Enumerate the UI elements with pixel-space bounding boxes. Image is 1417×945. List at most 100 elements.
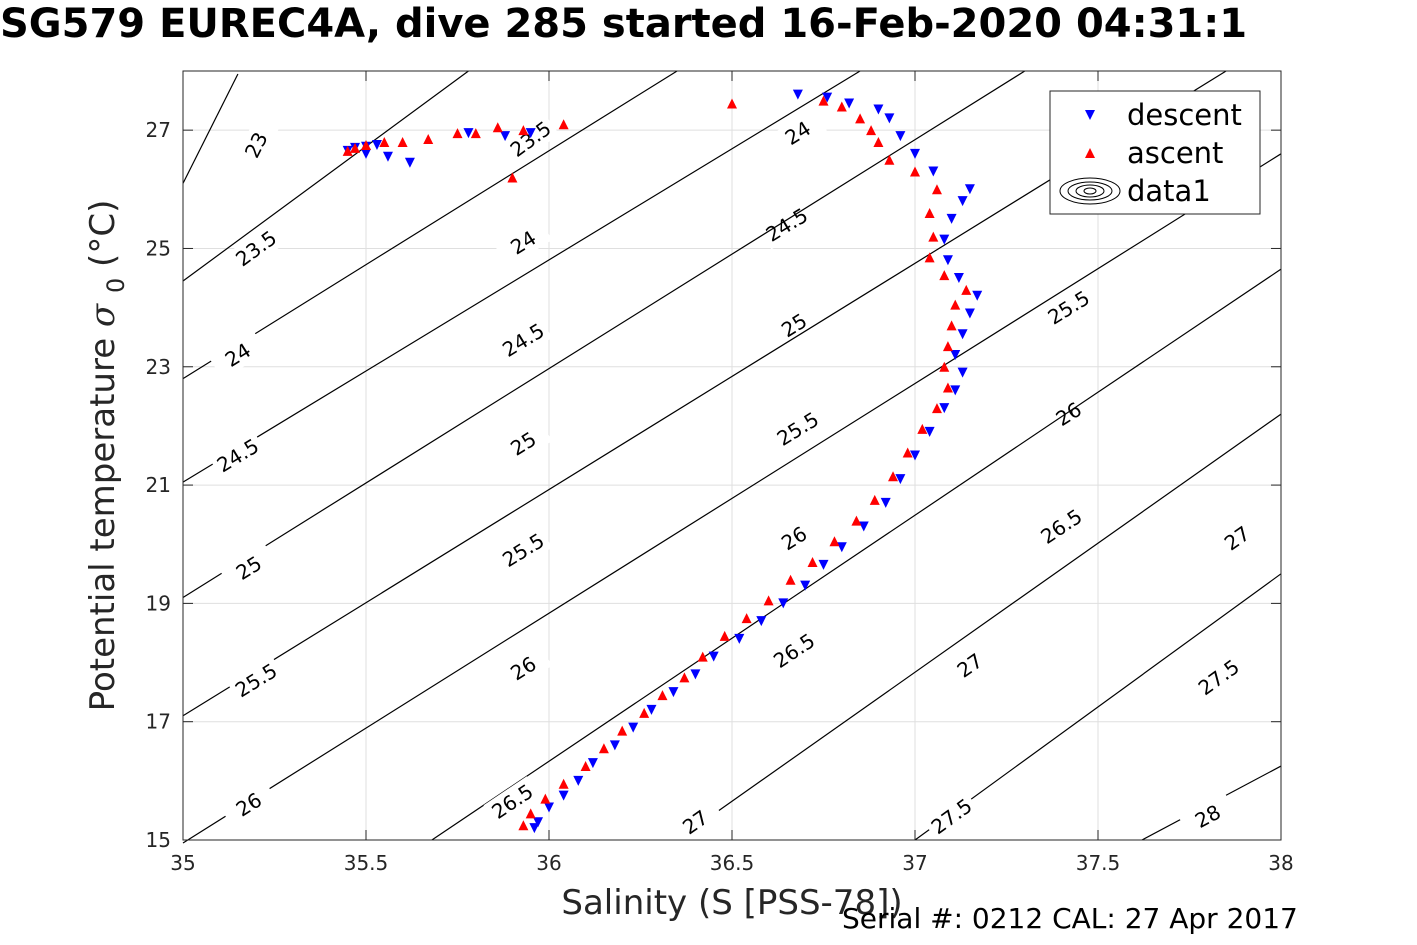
ascent-point	[910, 166, 920, 177]
ascent-point	[924, 252, 935, 263]
ascent-point	[855, 113, 866, 124]
contour-label-bg	[765, 625, 824, 677]
ascent-point	[657, 690, 668, 701]
ascent-point	[807, 556, 818, 567]
contour-icon-ring	[1083, 187, 1097, 195]
ascent-point	[727, 98, 737, 109]
ascent-point	[931, 184, 942, 195]
ascent-point	[518, 820, 529, 831]
contour-label-bg	[208, 330, 267, 380]
descent-point	[928, 166, 939, 177]
descent-point	[646, 704, 657, 715]
descent-point	[910, 148, 920, 159]
contour-label-bg	[922, 790, 981, 843]
ascent-point	[379, 136, 390, 147]
ascent-point	[851, 515, 862, 526]
descent-point	[957, 329, 968, 340]
descent-point	[371, 139, 382, 150]
descent-point	[957, 196, 968, 207]
contour-26-5: 26.526.526.5	[431, 268, 1282, 841]
contour-23-5: 23.523.5	[182, 70, 560, 282]
descent-point	[942, 255, 953, 266]
ascent-point	[961, 284, 972, 295]
contour-27-5: 27.527.5	[914, 573, 1282, 843]
descent-point	[858, 521, 869, 532]
ascent-point	[763, 595, 774, 606]
contour-icon-ring	[1075, 184, 1105, 198]
ascent-point	[361, 139, 371, 150]
contour-label-bg	[1178, 792, 1237, 841]
descent-point	[957, 367, 968, 378]
ascent-point	[942, 341, 953, 352]
y-tick-label: 19	[146, 591, 171, 615]
contour-label-bg	[219, 543, 278, 593]
contour-28: 28	[1141, 765, 1282, 841]
ascent-point	[939, 270, 950, 281]
descent-point	[690, 669, 701, 680]
descent-point	[939, 403, 950, 414]
contour-label-bg	[757, 200, 816, 250]
descent-point	[778, 598, 789, 609]
contour-label-bg	[227, 655, 286, 706]
y-axis-label: Potential temperature σ 0 (°C)	[83, 200, 133, 712]
ascent-point	[598, 743, 609, 754]
ascent-point	[639, 707, 650, 718]
contour-label-bg	[494, 643, 553, 694]
descent-point	[382, 151, 393, 162]
triangle-down-icon	[1085, 110, 1095, 120]
y-tick-label: 27	[146, 118, 171, 142]
contour-label-bg	[768, 404, 827, 454]
ascent-point	[888, 471, 899, 482]
x-axis-label: Salinity (S [PSS-78])	[561, 883, 902, 923]
contour-line	[676, 413, 1282, 841]
contour-label-bg	[768, 108, 827, 158]
contour-line	[182, 70, 469, 282]
contour-label-bg	[219, 779, 278, 830]
ascent-point	[719, 630, 730, 641]
y-axis-label-unit: (°C)	[83, 200, 123, 267]
descent-point	[964, 308, 975, 319]
descent-point	[361, 148, 371, 159]
ascent-point	[518, 125, 529, 136]
contour-label-bg	[502, 113, 560, 165]
descent-point	[609, 740, 620, 751]
ascent-point	[679, 672, 690, 683]
legend-label: ascent	[1127, 136, 1223, 170]
descent-point	[500, 131, 511, 142]
descent-point	[734, 633, 745, 644]
legend: descent ascent data1	[1049, 90, 1261, 215]
contour-line	[182, 73, 239, 184]
ascent-point	[917, 423, 928, 434]
ascent-point	[942, 382, 953, 393]
legend-box	[1049, 90, 1261, 215]
contour-label-bg	[765, 300, 824, 351]
y-axis-label-sub: 0	[102, 278, 130, 293]
descent-point	[525, 128, 536, 139]
contour-label-bg	[494, 418, 553, 469]
ascent-point	[423, 134, 434, 145]
x-tick-label: 37.5	[1076, 851, 1121, 875]
ascent-point	[884, 154, 895, 165]
ascent-point	[950, 299, 961, 310]
ascent-point	[342, 145, 353, 156]
descent-point	[792, 89, 803, 100]
data-points	[342, 89, 983, 834]
descent-point	[558, 790, 569, 801]
descent-point	[573, 775, 584, 786]
y-tick-label: 25	[146, 236, 171, 260]
contour-label-bg	[494, 217, 553, 268]
y-axis-label-main: Potential temperature	[83, 338, 123, 711]
contour-label-bg	[1190, 651, 1248, 704]
serial-cal-note: Serial #: 0212 CAL: 27 Apr 2017	[842, 902, 1298, 935]
descent-point	[884, 113, 895, 124]
contour-icon-ring	[1067, 181, 1113, 201]
legend-label: data1	[1127, 174, 1211, 208]
ascent-point	[617, 725, 628, 736]
descent-point	[950, 385, 961, 396]
ascent-point	[866, 125, 877, 136]
descent-point	[628, 722, 639, 733]
x-tick-label: 36.5	[710, 851, 755, 875]
contour-label-bg	[765, 513, 824, 564]
